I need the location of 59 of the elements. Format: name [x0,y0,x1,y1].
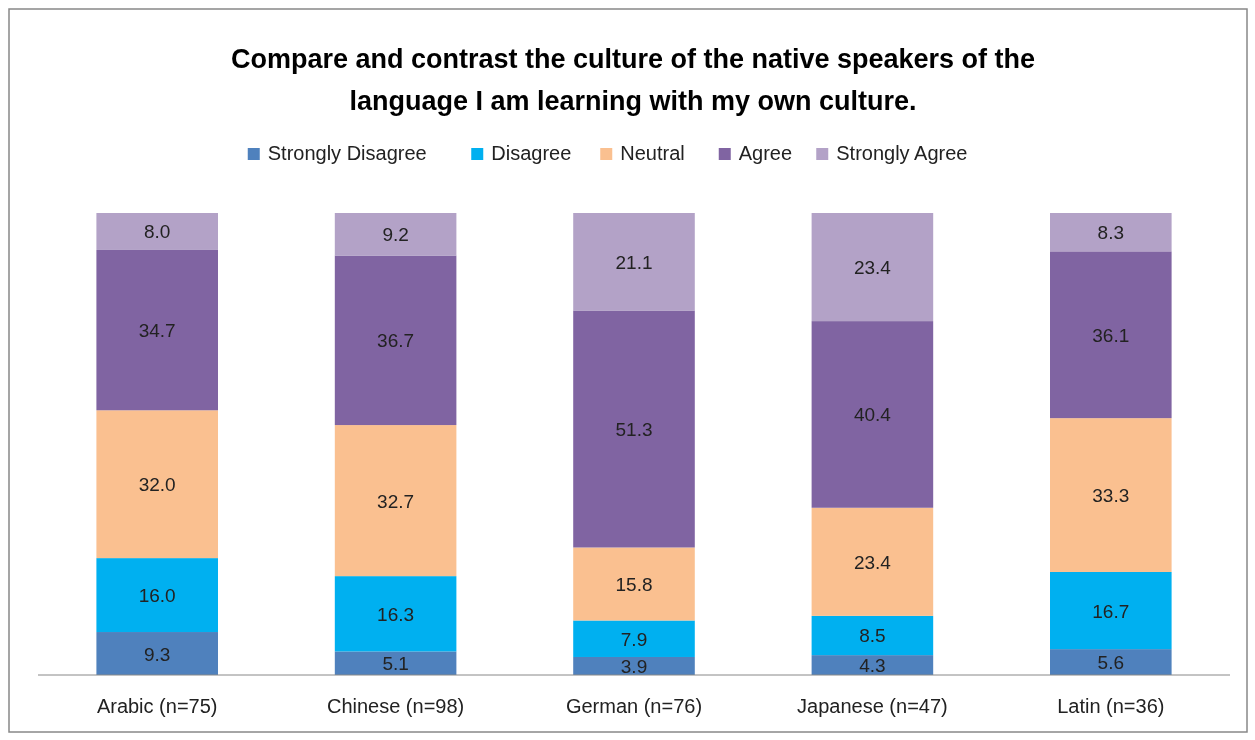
bar [573,620,695,657]
bar [811,213,934,322]
x-tick-label: Arabic (n=75) [96,695,218,717]
data-label: 8.0 [143,221,171,243]
bar [334,576,457,652]
bar [334,213,457,256]
bar [96,249,218,411]
bar [334,651,457,675]
bar [1050,418,1172,572]
data-label: 23.4 [853,257,892,279]
data-label: 51.3 [615,418,653,440]
data-label: 16.3 [377,603,415,625]
bar [334,255,457,426]
bar [1050,251,1172,419]
data-label: 5.1 [382,653,409,675]
data-label: 9.2 [382,224,409,246]
bar [96,558,218,633]
bar [1050,213,1172,252]
chart-title: Compare and contrast the culture of the native speakers of the language I am learning with my own culture. [230,44,1036,116]
bar [811,321,934,508]
legend-label: Agree [738,142,793,164]
bar [96,410,218,559]
x-tick-label: German (n=76) [565,695,703,717]
data-label: 8.5 [859,625,886,647]
legend-label: Strongly Agree [836,142,968,164]
data-label: 33.3 [1092,485,1130,507]
data-label: 5.6 [1097,652,1125,674]
bar [96,213,218,250]
data-label: 7.9 [620,628,648,650]
data-label: 21.1 [615,251,653,273]
data-label: 36.1 [1092,324,1130,346]
bar [573,310,695,548]
data-label: 15.8 [615,573,653,595]
data-label: 16.7 [1092,600,1130,622]
x-tick-label: Japanese (n=47) [797,695,948,717]
bar [1050,571,1172,650]
data-label: 8.3 [1097,222,1125,244]
data-label: 23.4 [853,551,892,573]
legend-label: Strongly Disagree [267,142,427,164]
data-label: 32.0 [138,474,176,496]
legend-label: Disagree [491,142,572,164]
bar [811,507,934,616]
data-label: 16.0 [138,585,176,607]
data-label: 32.7 [377,490,415,512]
bar [1050,649,1172,675]
data-label: 4.3 [859,655,886,677]
bar [573,213,695,311]
x-tick-label: Chinese (n=98) [326,695,465,717]
data-label: 36.7 [377,330,415,352]
bar [811,615,934,656]
x-tick-label: Latin (n=36) [1057,695,1165,717]
data-label: 34.7 [138,320,176,342]
bar [334,425,457,577]
bar [573,547,695,621]
bar [96,632,218,675]
data-label: 40.4 [853,404,892,426]
data-label: 3.9 [620,655,648,677]
legend-label: Neutral [620,142,685,164]
data-label: 9.3 [143,643,171,665]
